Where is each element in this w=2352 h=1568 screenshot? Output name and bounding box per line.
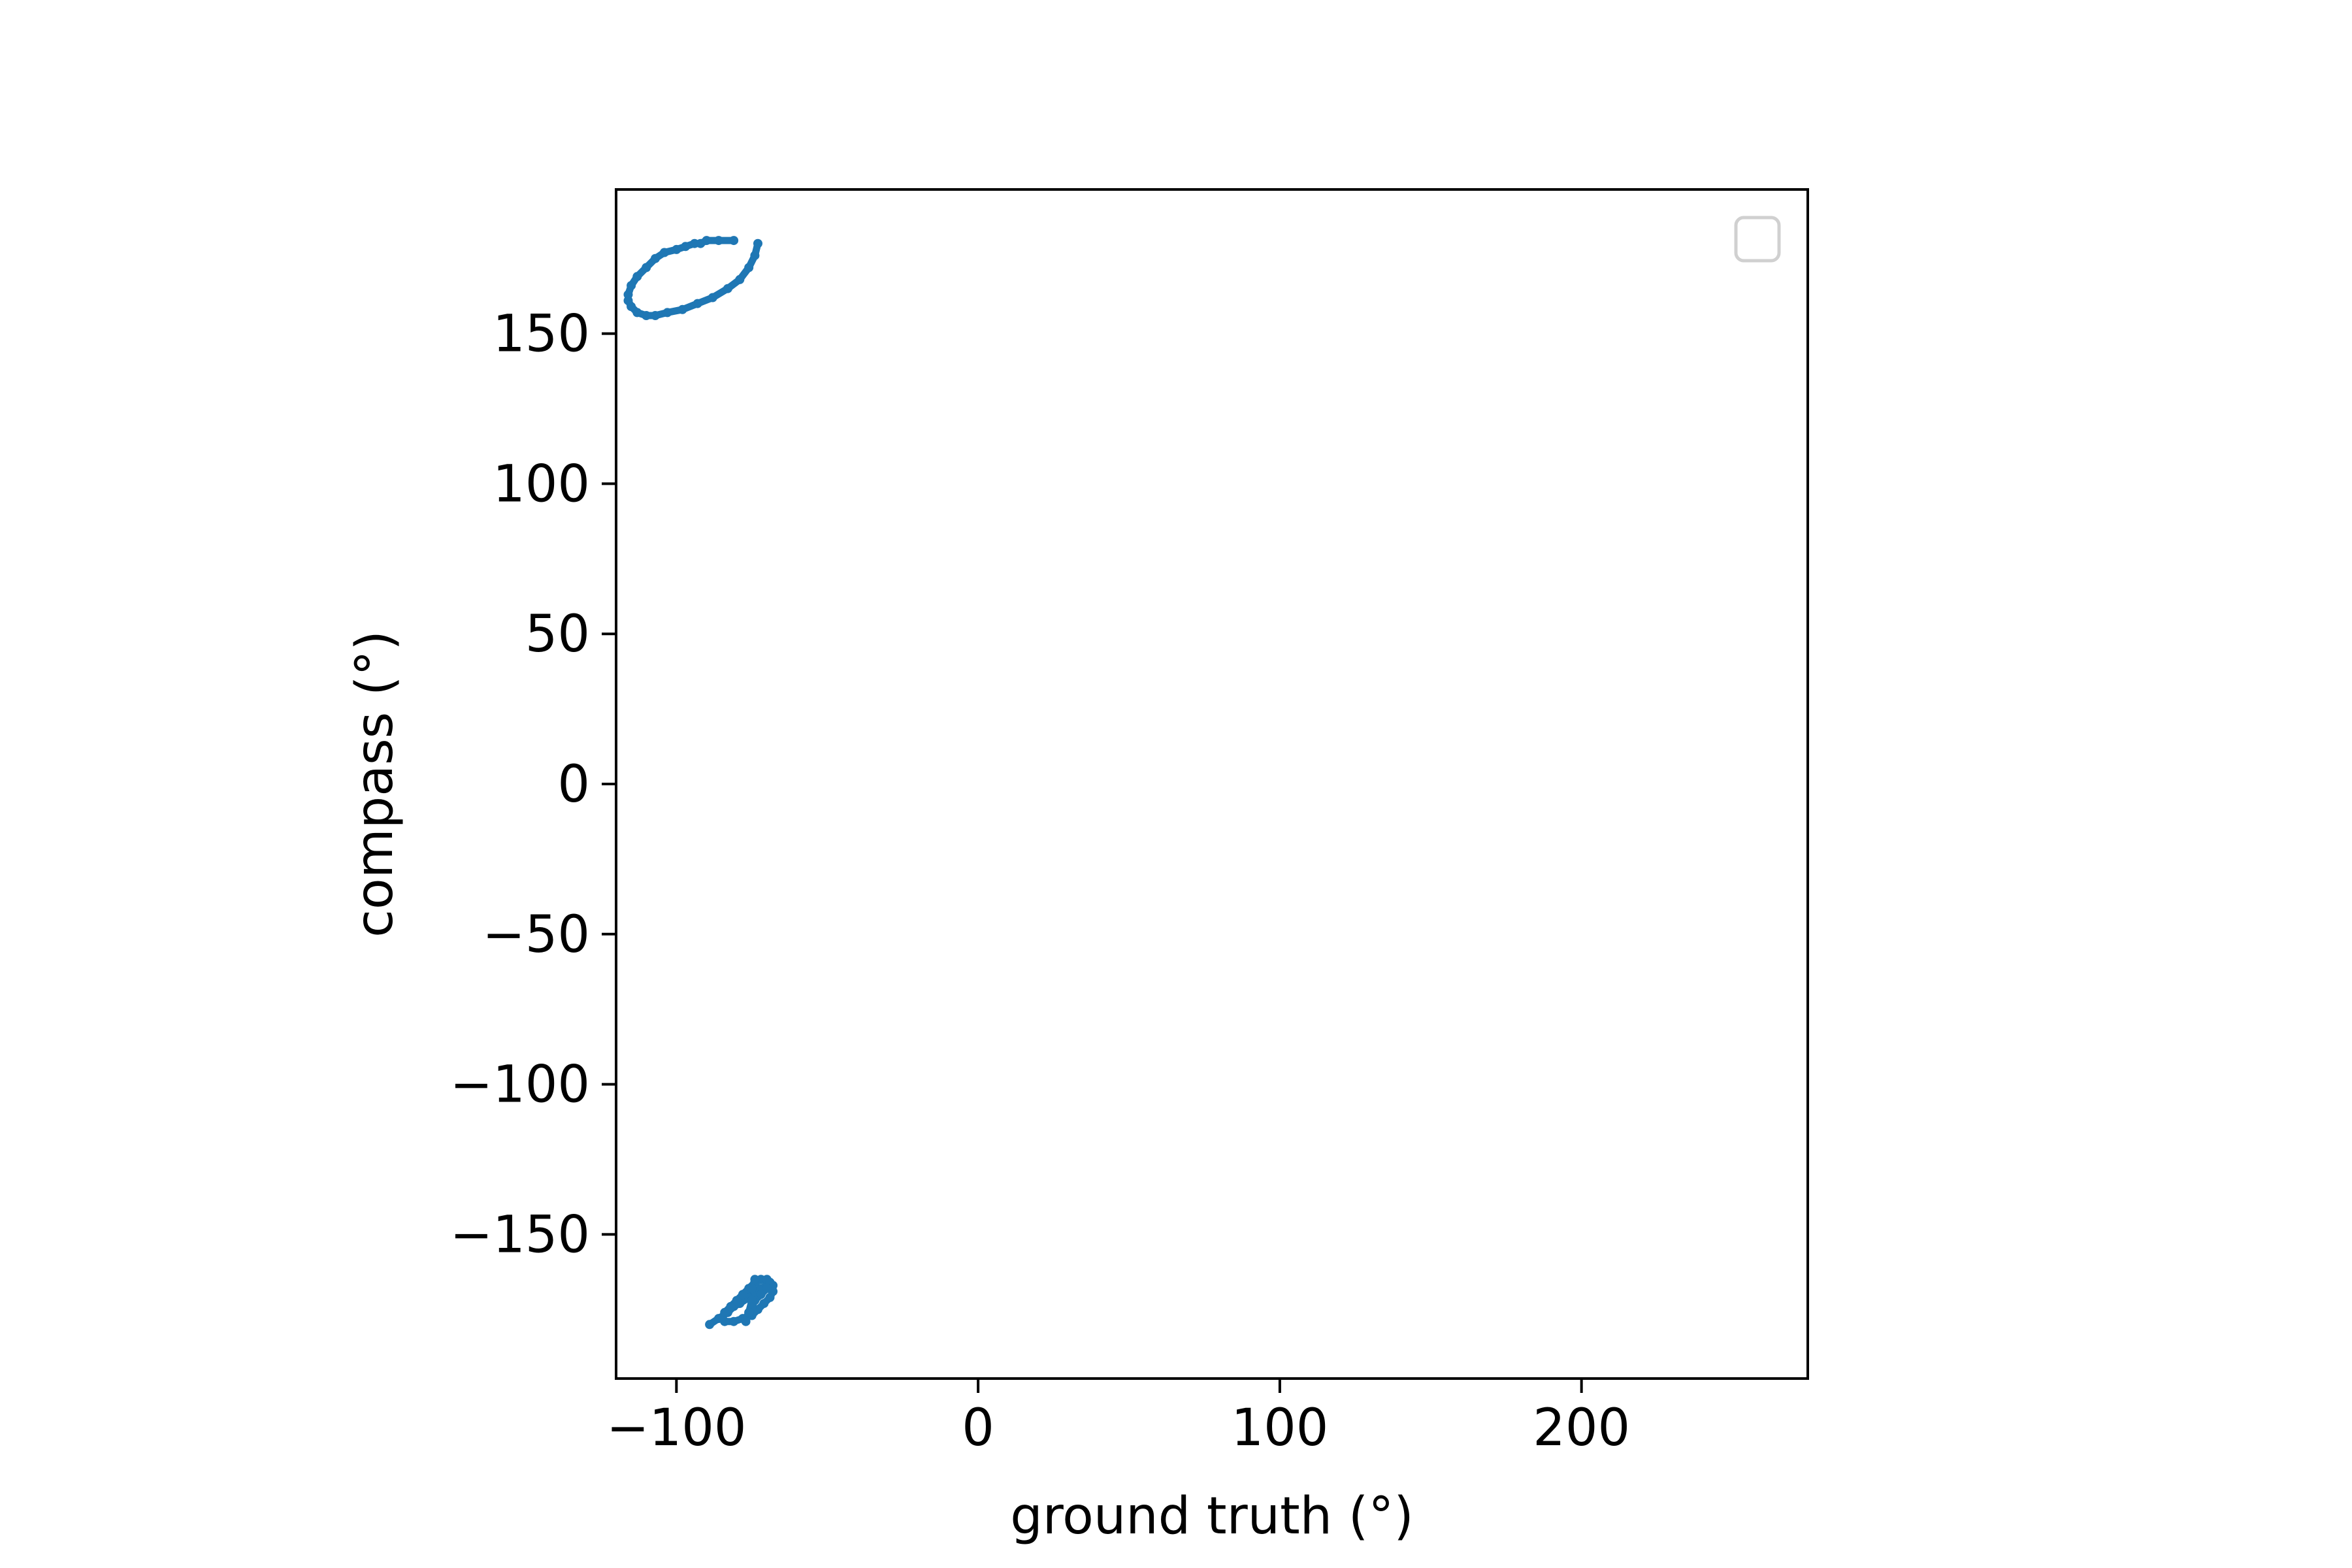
data-point	[702, 236, 711, 246]
data-point	[681, 242, 691, 252]
x-tick-label: 200	[1533, 1399, 1630, 1458]
data-point	[756, 1290, 766, 1299]
y-axis-ticks: 150 100 50 0 −50 −100 −150	[450, 305, 616, 1264]
data-point	[651, 253, 660, 263]
data-point	[726, 1301, 736, 1311]
data-point	[762, 1284, 772, 1294]
data-point	[642, 311, 651, 320]
data-point	[672, 244, 681, 254]
y-tick-label: 150	[493, 305, 590, 364]
data-point	[729, 236, 739, 246]
data-point	[720, 1307, 730, 1317]
y-tick-label: −150	[450, 1205, 590, 1264]
data-point	[729, 1316, 739, 1326]
data-point	[750, 1275, 760, 1284]
x-axis-ticks: −100 0 100 200	[606, 1379, 1630, 1458]
data-point	[708, 293, 717, 302]
plot-background	[616, 189, 1808, 1379]
legend	[1734, 216, 1781, 263]
data-point	[678, 304, 687, 314]
data-point	[744, 263, 754, 272]
y-tick-label: 50	[525, 605, 590, 664]
y-tick-label: 0	[557, 755, 590, 814]
x-tick-label: 0	[962, 1399, 994, 1458]
x-axis-label: ground truth (°)	[1010, 1487, 1414, 1546]
data-point	[753, 238, 762, 248]
y-tick-label: −50	[482, 906, 590, 964]
data-point	[662, 308, 672, 318]
data-point	[765, 1292, 775, 1302]
y-tick-label: 100	[493, 455, 590, 514]
series-2	[705, 1275, 778, 1330]
data-point	[741, 1316, 751, 1326]
data-point	[693, 299, 702, 308]
x-tick-label: 100	[1231, 1399, 1328, 1458]
y-tick-label: −100	[450, 1056, 590, 1115]
data-point	[723, 284, 732, 293]
series-1	[623, 236, 762, 320]
data-point	[750, 251, 760, 261]
data-point	[738, 1290, 747, 1299]
data-point	[747, 1284, 757, 1294]
data-point	[632, 308, 642, 318]
data-point	[651, 311, 660, 320]
data-point	[627, 281, 636, 291]
data-point	[735, 274, 745, 284]
x-tick-label: −100	[606, 1399, 746, 1458]
data-point	[659, 248, 669, 257]
data-point	[623, 289, 633, 299]
data-point	[705, 1320, 715, 1330]
data-point	[759, 1299, 769, 1309]
y-axis-label: compass (°)	[346, 630, 404, 938]
data-point	[747, 1296, 757, 1305]
data-point	[744, 1307, 754, 1317]
data-point	[732, 1296, 742, 1305]
data-point	[642, 263, 651, 272]
data-point	[714, 236, 723, 246]
data-point	[632, 272, 642, 282]
data-points	[623, 236, 778, 1330]
